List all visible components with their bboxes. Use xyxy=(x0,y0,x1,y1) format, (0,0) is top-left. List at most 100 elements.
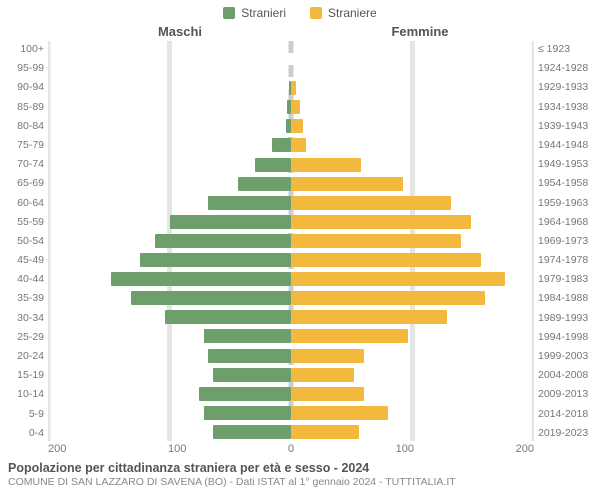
age-label: 25-29 xyxy=(0,331,44,343)
bar-female xyxy=(291,387,364,401)
bar-female xyxy=(291,196,451,210)
column-headers: Maschi Femmine xyxy=(0,24,600,39)
birth-label: 1939-1943 xyxy=(538,120,600,132)
swatch-male xyxy=(223,7,235,19)
bar-female xyxy=(291,368,354,382)
header-female: Femmine xyxy=(300,24,600,39)
birth-label: ≤ 1923 xyxy=(538,43,600,55)
x-tick: 200 xyxy=(516,443,534,455)
bar-female xyxy=(291,215,471,229)
bar-male xyxy=(204,329,291,343)
bar-female xyxy=(291,253,481,267)
birth-label: 1959-1963 xyxy=(538,197,600,209)
x-tick: 0 xyxy=(288,443,294,455)
bar-male xyxy=(170,215,292,229)
age-label: 50-54 xyxy=(0,235,44,247)
age-label: 30-34 xyxy=(0,312,44,324)
x-ticks: 200 100 0 100 200 xyxy=(48,443,534,455)
bar-female xyxy=(291,177,403,191)
bar-female xyxy=(291,158,361,172)
birth-label: 1964-1968 xyxy=(538,216,600,228)
birth-label: 1949-1953 xyxy=(538,158,600,170)
bar-female xyxy=(291,349,364,363)
plot xyxy=(48,41,534,441)
age-label: 85-89 xyxy=(0,101,44,113)
age-label: 60-64 xyxy=(0,197,44,209)
bar-female xyxy=(291,138,306,152)
birth-label: 1989-1993 xyxy=(538,312,600,324)
birth-label: 1984-1988 xyxy=(538,292,600,304)
birth-label: 1929-1933 xyxy=(538,81,600,93)
y-axis-right: ≤ 1923 1924-1928 1929-1933 1934-1938 1939-19… xyxy=(534,41,600,441)
swatch-female xyxy=(310,7,322,19)
bar-female xyxy=(291,406,388,420)
legend-label-female: Straniere xyxy=(328,6,377,20)
age-label: 35-39 xyxy=(0,292,44,304)
birth-label: 1969-1973 xyxy=(538,235,600,247)
bar-male xyxy=(213,425,291,439)
legend: Stranieri Straniere xyxy=(0,0,600,20)
x-tick: 100 xyxy=(396,443,414,455)
header-male: Maschi xyxy=(0,24,300,39)
age-label: 100+ xyxy=(0,43,44,55)
age-label: 5-9 xyxy=(0,408,44,420)
bar-female xyxy=(291,81,296,95)
bar-female xyxy=(291,310,447,324)
age-label: 15-19 xyxy=(0,369,44,381)
bar-female xyxy=(291,329,408,343)
footer-title: Popolazione per cittadinanza straniera p… xyxy=(8,461,592,475)
legend-label-male: Stranieri xyxy=(241,6,286,20)
birth-label: 1924-1928 xyxy=(538,62,600,74)
bar-male xyxy=(131,291,291,305)
bar-female xyxy=(291,272,505,286)
birth-label: 1954-1958 xyxy=(538,177,600,189)
x-tick: 200 xyxy=(48,443,66,455)
age-label: 45-49 xyxy=(0,254,44,266)
birth-label: 2004-2008 xyxy=(538,369,600,381)
bar-male xyxy=(213,368,291,382)
bar-female xyxy=(291,119,303,133)
bar-male xyxy=(204,406,291,420)
age-label: 20-24 xyxy=(0,350,44,362)
birth-label: 1979-1983 xyxy=(538,273,600,285)
age-label: 80-84 xyxy=(0,120,44,132)
age-label: 40-44 xyxy=(0,273,44,285)
birth-label: 2014-2018 xyxy=(538,408,600,420)
bar-male xyxy=(165,310,291,324)
bar-female xyxy=(291,425,359,439)
bar-female xyxy=(291,291,485,305)
birth-label: 1934-1938 xyxy=(538,101,600,113)
age-label: 0-4 xyxy=(0,427,44,439)
age-label: 90-94 xyxy=(0,81,44,93)
birth-label: 2019-2023 xyxy=(538,427,600,439)
bar-male xyxy=(272,138,291,152)
age-label: 95-99 xyxy=(0,62,44,74)
birth-label: 1994-1998 xyxy=(538,331,600,343)
footer: Popolazione per cittadinanza straniera p… xyxy=(0,455,600,488)
age-label: 75-79 xyxy=(0,139,44,151)
bars-female xyxy=(291,41,534,441)
chart-area: Fasce di età 100+95-9990-9485-8980-8475-… xyxy=(0,41,600,441)
age-label: 70-74 xyxy=(0,158,44,170)
bar-male xyxy=(208,196,291,210)
x-tick: 100 xyxy=(168,443,186,455)
birth-label: 1999-2003 xyxy=(538,350,600,362)
bar-female xyxy=(291,100,300,114)
bars-male xyxy=(48,41,291,441)
birth-label: 2009-2013 xyxy=(538,388,600,400)
bar-male xyxy=(199,387,291,401)
bar-male xyxy=(208,349,291,363)
legend-item-female: Straniere xyxy=(310,6,377,20)
age-label: 65-69 xyxy=(0,177,44,189)
footer-subtitle: COMUNE DI SAN LAZZARO DI SAVENA (BO) - D… xyxy=(8,476,592,488)
bar-female xyxy=(291,234,461,248)
age-label: 10-14 xyxy=(0,388,44,400)
legend-item-male: Stranieri xyxy=(223,6,286,20)
bar-male xyxy=(140,253,291,267)
bar-male xyxy=(255,158,291,172)
bar-male xyxy=(111,272,291,286)
birth-label: 1974-1978 xyxy=(538,254,600,266)
birth-label: 1944-1948 xyxy=(538,139,600,151)
bar-male xyxy=(155,234,291,248)
age-label: 55-59 xyxy=(0,216,44,228)
